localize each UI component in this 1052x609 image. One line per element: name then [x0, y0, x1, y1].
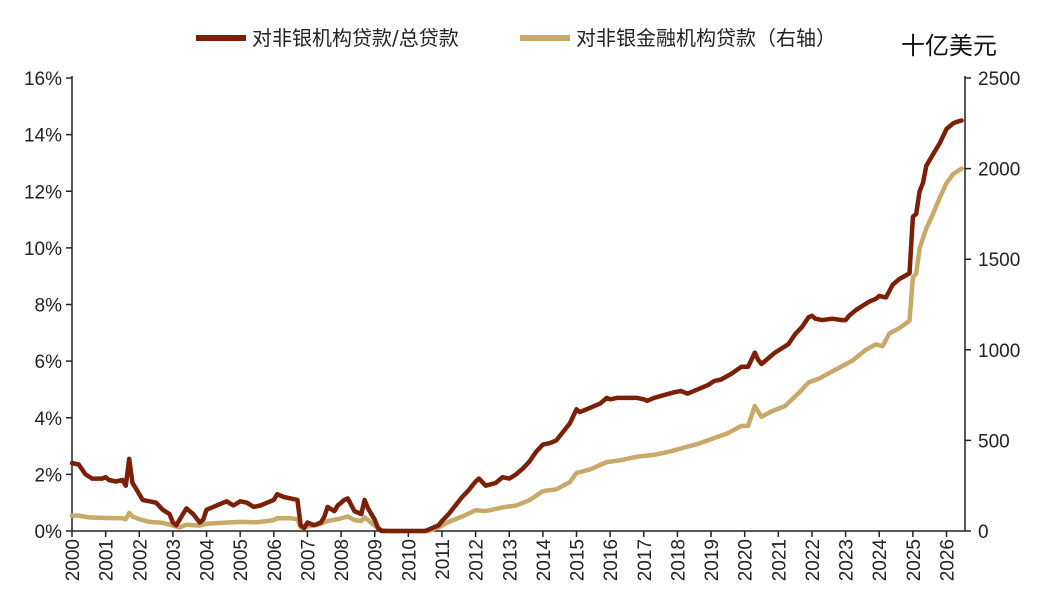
right-y-tick-label: 500 — [978, 431, 1010, 452]
x-tick-label: 2021 — [769, 539, 790, 581]
x-tick-label: 2006 — [265, 539, 286, 581]
x-tick-label: 2009 — [366, 539, 387, 581]
left-y-tick-label: 4% — [35, 409, 63, 430]
right-y-tick-label: 0 — [978, 522, 989, 543]
x-tick-label: 2012 — [467, 539, 488, 581]
x-tick-label: 2019 — [702, 539, 723, 581]
x-tick-label: 2016 — [601, 539, 622, 581]
x-tick-label: 2017 — [635, 539, 656, 581]
x-tick-label: 2024 — [870, 539, 891, 582]
x-tick-label: 2020 — [736, 539, 757, 581]
x-tick-label: 2003 — [164, 539, 185, 581]
x-tick-label: 2010 — [399, 539, 420, 581]
x-tick-label: 2018 — [668, 539, 689, 581]
legend-label-series-1: 对非银机构贷款/总贷款 — [252, 26, 459, 50]
x-tick-label: 2008 — [332, 539, 353, 581]
x-tick-label: 2015 — [568, 539, 589, 581]
x-tick-label: 2013 — [500, 539, 521, 581]
left-y-tick-label: 0% — [35, 522, 63, 543]
left-y-tick-label: 14% — [24, 126, 62, 147]
right-y-tick-label: 2000 — [978, 160, 1020, 181]
x-tick-label: 2011 — [433, 539, 454, 580]
left-y-tick-label: 2% — [35, 465, 63, 486]
x-tick-label: 2025 — [904, 539, 925, 581]
legend: 对非银机构贷款/总贷款 对非银金融机构贷款（右轴） — [196, 26, 836, 50]
series-line-2 — [69, 166, 964, 534]
x-tick-label: 2014 — [534, 539, 555, 582]
x-tick-label: 2002 — [130, 539, 151, 581]
legend-label-series-2: 对非银金融机构贷款（右轴） — [576, 26, 836, 50]
left-y-tick-label: 12% — [24, 182, 62, 203]
x-tick-label: 2022 — [803, 539, 824, 581]
right-y-tick-label: 1500 — [978, 250, 1020, 271]
x-tick-label: 2005 — [231, 539, 252, 581]
left-y-tick-label: 10% — [24, 239, 62, 260]
x-tick-label: 2023 — [837, 539, 858, 581]
left-y-tick-label: 8% — [35, 296, 63, 317]
right-y-tick-label: 2500 — [978, 69, 1020, 90]
plot-area: 0% 2% 4% 6% 8% 10% 12% 14% 16% 0 500 1000 1500 2000 25… — [24, 69, 1020, 581]
series-line-1 — [69, 118, 964, 534]
left-y-tick-label: 16% — [24, 69, 62, 90]
x-tick-label: 2007 — [298, 539, 319, 581]
x-tick-label: 2026 — [938, 539, 959, 581]
x-tick-label: 2000 — [63, 539, 84, 581]
right-y-tick-label: 1000 — [978, 341, 1020, 362]
x-tick-label: 2001 — [97, 539, 118, 581]
left-y-tick-label: 6% — [35, 352, 63, 373]
x-tick-label: 2004 — [198, 539, 219, 582]
right-axis-unit-label: 十亿美元 — [901, 32, 997, 60]
